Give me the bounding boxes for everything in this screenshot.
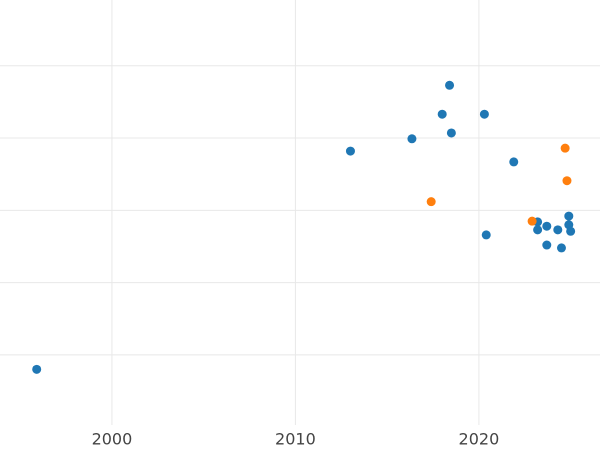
x-tick-label: 2020 xyxy=(459,430,500,449)
point xyxy=(566,226,576,236)
point xyxy=(527,216,537,226)
point xyxy=(562,176,572,186)
x-tick-label: 2000 xyxy=(92,430,133,449)
point xyxy=(533,225,543,235)
point xyxy=(509,157,519,167)
point xyxy=(437,109,447,119)
point xyxy=(564,211,574,221)
point xyxy=(556,243,566,253)
point xyxy=(560,143,570,153)
point xyxy=(32,364,42,374)
point xyxy=(426,197,436,207)
point xyxy=(481,230,491,240)
point xyxy=(479,109,489,119)
point xyxy=(446,128,456,138)
point xyxy=(542,240,552,250)
point xyxy=(553,225,563,235)
point xyxy=(445,80,455,90)
point xyxy=(345,146,355,156)
point xyxy=(407,134,417,144)
x-tick-label: 2010 xyxy=(275,430,316,449)
point xyxy=(542,221,552,231)
